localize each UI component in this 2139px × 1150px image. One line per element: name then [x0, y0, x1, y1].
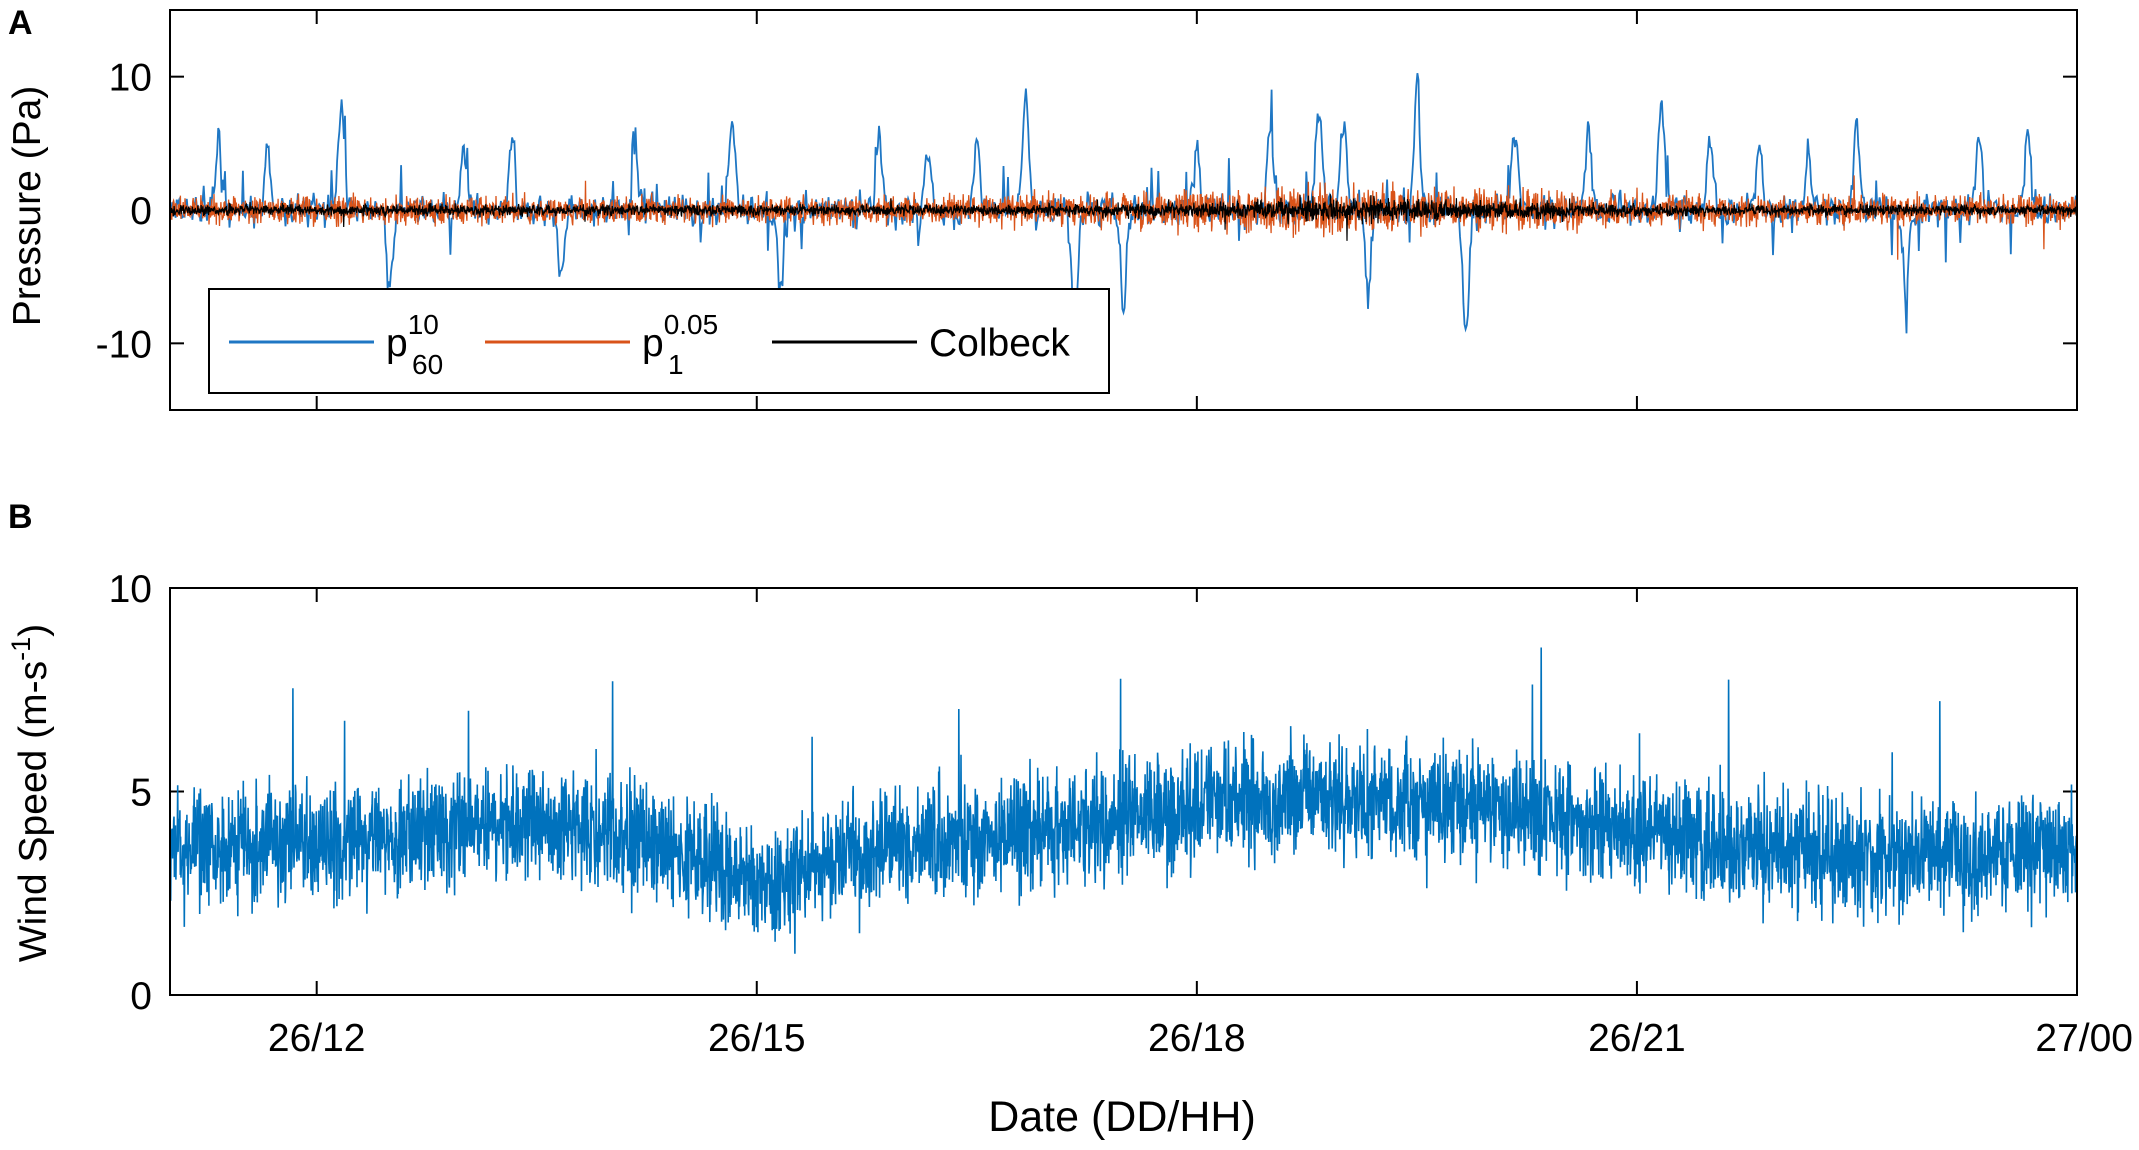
panel-a-y-tick-label: 0 [130, 190, 152, 233]
panel-b-y-tick-labels: 0 5 10 [109, 568, 152, 1018]
panel-a-y-tick-label: -10 [96, 323, 152, 366]
panel-b-x-tick-label: 26/18 [1148, 1017, 1246, 1060]
series-line-colbeck [169, 194, 2078, 241]
panel-b-x-tick-label: 26/21 [1588, 1017, 1686, 1060]
series-line-path [169, 194, 2078, 241]
panel-a-label: A [8, 4, 33, 42]
legend-entry-p1-005: p0.05 1 [642, 309, 718, 380]
legend: p10 60 p0.05 1 Colbeck [208, 288, 1110, 394]
series-line-wind-speed-path [169, 647, 2078, 954]
panel-b-x-tick-label: 27/00 [2035, 1017, 2133, 1060]
panel-b-y-tick-label: 0 [130, 975, 152, 1018]
panel-b-y-axis-label: Wind Speed (m-s-1) [6, 624, 55, 962]
panel-b-x-tick-labels: 26/12 26/15 26/18 26/21 27/00 [268, 1017, 2133, 1060]
panel-b-plot-frame [169, 587, 2078, 996]
panel-b-x-axis-label: Date (DD/HH) [988, 1093, 1256, 1141]
panel-b-label: B [8, 498, 33, 536]
panel-b-x-tick-label: 26/12 [268, 1017, 366, 1060]
panel-b-x-tick-label: 26/15 [708, 1017, 806, 1060]
panel-a-y-axis-label: Pressure (Pa) [6, 86, 49, 327]
legend-entry-p60-10: p10 60 [386, 309, 443, 380]
series-line-wind-speed [169, 647, 2078, 954]
panel-a-y-tick-label: 10 [109, 57, 152, 100]
panel-a-y-tick-labels: -10 0 10 [96, 57, 152, 367]
panel-b-y-tick-label: 5 [130, 772, 152, 815]
panel-b-y-tick-label: 10 [109, 568, 152, 611]
panel-a: A Pressure (Pa) -10 0 10 p10 60 p0.05 1 Colb… [6, 4, 2078, 411]
panel-a-plot-frame [169, 9, 2078, 411]
legend-entry-colbeck: Colbeck [929, 322, 1070, 365]
